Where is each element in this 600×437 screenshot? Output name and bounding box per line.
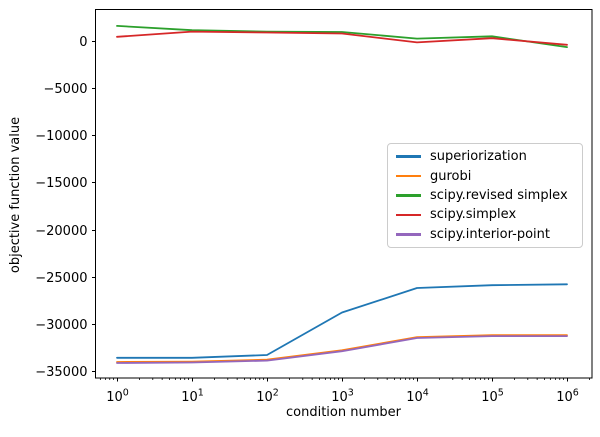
legend-line-sample — [396, 194, 421, 197]
series-line-scipy-revised-simplex — [116, 24, 568, 48]
x-tick-label: 105 — [481, 388, 504, 406]
legend-label: gurobi — [430, 168, 472, 184]
series-line-scipy-simplex — [116, 30, 568, 46]
legend-item: scipy.revised simplex — [388, 186, 582, 205]
legend-label: scipy.simplex — [430, 207, 517, 223]
legend-line-sample — [396, 213, 421, 217]
series-line-scipy-interior-point — [116, 335, 568, 364]
x-axis-label: condition number — [286, 405, 401, 420]
y-tick-label: −30000 — [35, 318, 87, 333]
y-tick-label: 0 — [79, 35, 87, 50]
y-tick-label: −15000 — [35, 176, 87, 191]
y-axis-label: objective function value — [8, 116, 23, 274]
legend-item: gurobi — [388, 167, 582, 186]
x-tick-label: 102 — [256, 388, 279, 406]
legend-item: scipy.simplex — [388, 205, 582, 224]
legend-label: scipy.revised simplex — [430, 187, 568, 203]
x-tick-label: 104 — [406, 388, 429, 406]
y-tick-label: −35000 — [35, 365, 87, 380]
x-tick-label: 103 — [331, 388, 354, 406]
y-tick-label: −25000 — [35, 271, 87, 286]
legend-item: superiorization — [388, 147, 582, 166]
legend-line-sample — [396, 155, 421, 158]
x-tick-label: 100 — [106, 388, 129, 406]
y-tick-label: −20000 — [35, 224, 87, 239]
x-tick-label: 106 — [556, 388, 579, 406]
legend-label: scipy.interior-point — [430, 226, 550, 242]
x-tick-label: 101 — [181, 388, 204, 406]
legend-line-sample — [396, 233, 421, 236]
y-tick-label: −5000 — [44, 82, 88, 97]
series-line-superiorization — [116, 283, 568, 359]
legend-label: superiorization — [430, 149, 527, 165]
y-tick-label: −10000 — [35, 129, 87, 144]
legend-item: scipy.interior-point — [388, 225, 582, 244]
plot-border — [95, 9, 593, 379]
legend-line-sample — [396, 174, 421, 178]
legend: superiorization gurobi scipy.revised simpl… — [387, 143, 583, 248]
